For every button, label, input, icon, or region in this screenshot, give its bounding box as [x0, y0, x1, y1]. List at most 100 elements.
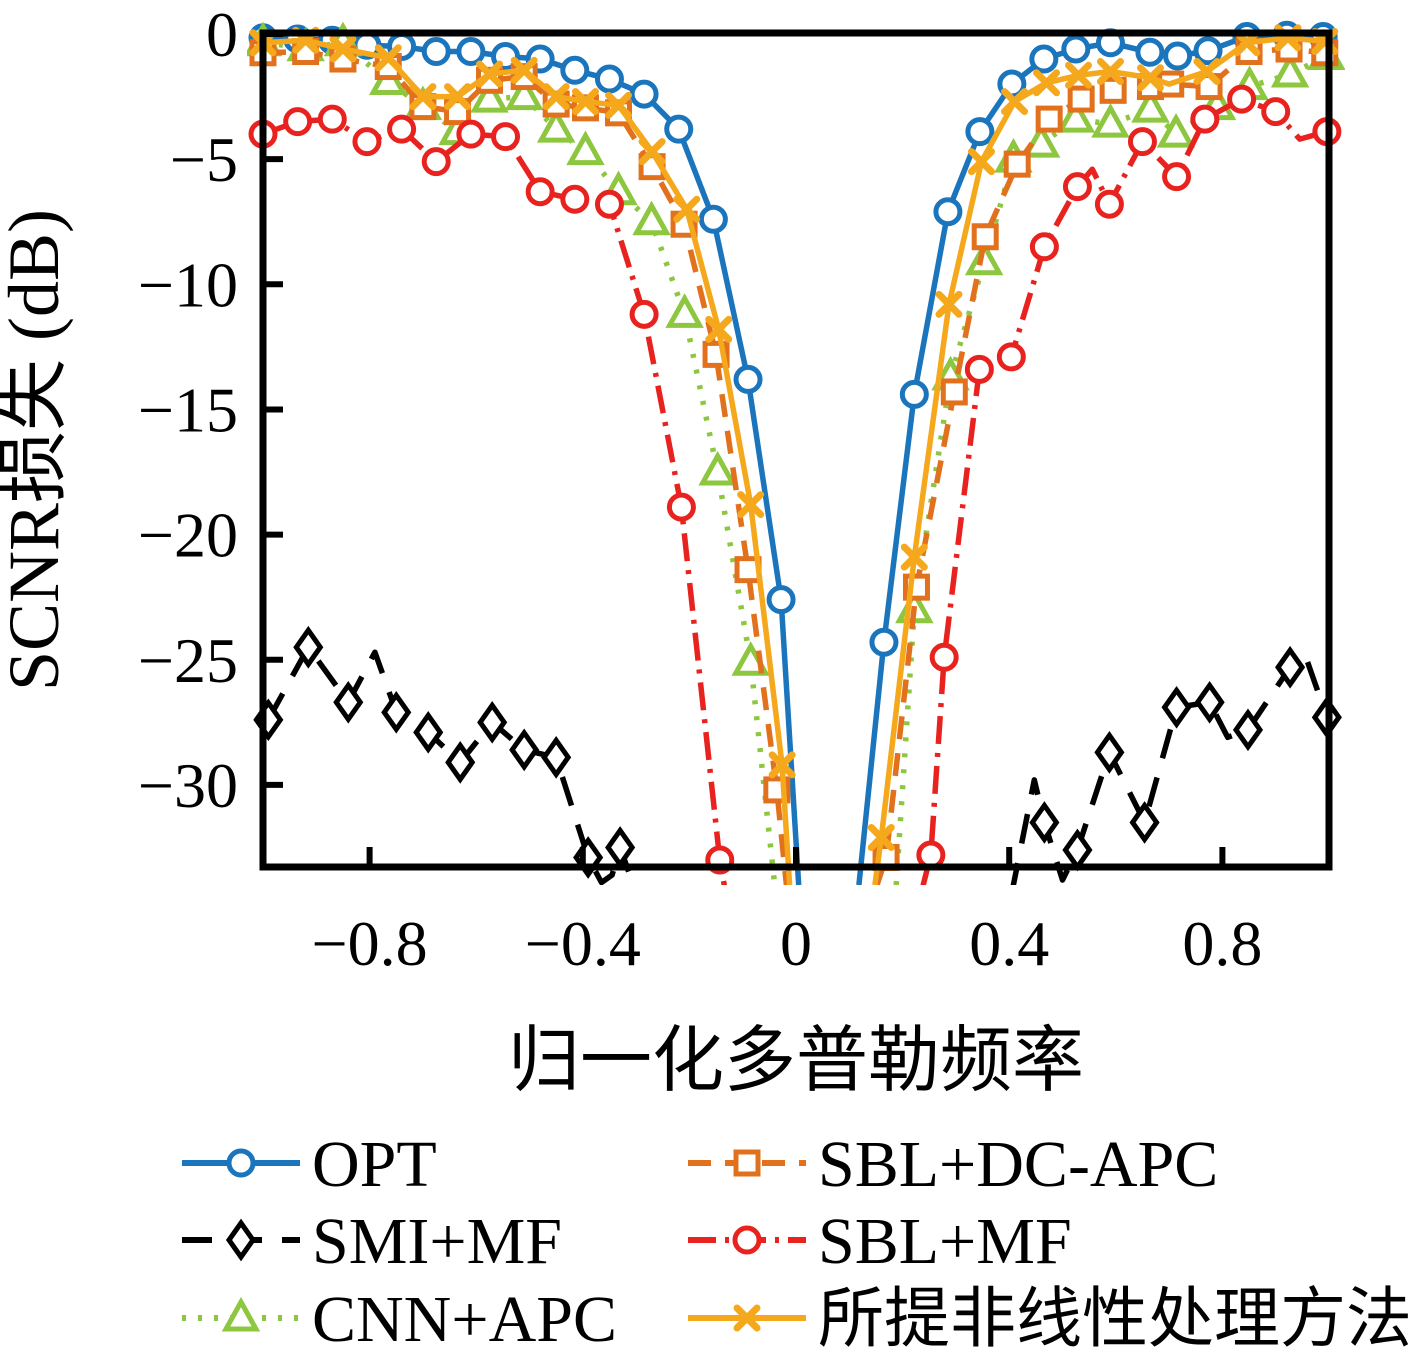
- marker-circle: [1029, 44, 1059, 74]
- marker-triangle: [470, 77, 509, 113]
- marker-circle: [964, 354, 994, 384]
- marker-diamond: [381, 690, 412, 734]
- marker-circle: [283, 107, 313, 137]
- marker-diamond: [1161, 685, 1192, 729]
- marker-circle: [491, 122, 521, 152]
- marker-diamond: [1232, 708, 1264, 752]
- series-line-SMI+MF: [1010, 651, 1330, 885]
- marker-circle: [1193, 36, 1223, 66]
- marker-circle: [916, 840, 946, 870]
- legend-label: CNN+APC: [312, 1283, 617, 1353]
- y-tick-label: −5: [170, 124, 238, 195]
- marker-x: [967, 148, 995, 176]
- marker-x: [374, 44, 402, 72]
- marker-x: [444, 83, 472, 111]
- marker-triangle: [221, 1296, 261, 1332]
- marker-square: [1003, 150, 1031, 178]
- marker-triangle: [1270, 52, 1310, 88]
- marker-x: [1193, 58, 1221, 86]
- marker-circle: [996, 342, 1026, 372]
- marker-circle: [1227, 84, 1257, 114]
- marker-triangle: [504, 75, 544, 111]
- marker-circle: [629, 299, 659, 329]
- marker-circle: [933, 197, 963, 227]
- marker-circle: [525, 177, 555, 207]
- marker-x: [409, 83, 437, 111]
- marker-square: [1099, 76, 1127, 104]
- marker-circle: [929, 642, 959, 672]
- marker-circle: [594, 64, 624, 94]
- marker-circle: [664, 114, 694, 144]
- y-axis-title: SCNR损失 (dB): [0, 209, 74, 691]
- marker-triangle: [1091, 102, 1130, 138]
- marker-triangle: [665, 293, 704, 328]
- marker-triangle: [1021, 122, 1061, 158]
- legend-label: 所提非线性处理方法: [818, 1283, 1412, 1353]
- marker-triangle: [698, 450, 737, 486]
- marker-diamond: [477, 700, 508, 744]
- marker-diamond: [413, 711, 444, 754]
- marker-diamond: [333, 680, 364, 724]
- y-tick-label: −20: [138, 500, 238, 571]
- marker-circle: [698, 204, 728, 234]
- marker-x: [542, 83, 570, 111]
- marker-square: [1067, 85, 1095, 113]
- marker-circle: [965, 117, 995, 147]
- y-tick-label: 0: [206, 0, 238, 70]
- marker-square: [733, 1149, 761, 1177]
- marker-circle: [594, 189, 624, 219]
- marker-x: [768, 751, 796, 779]
- x-axis-title: 归一化多普勒频率: [508, 1021, 1084, 1101]
- marker-circle: [1163, 41, 1193, 71]
- marker-circle: [226, 1148, 256, 1178]
- marker-circle: [421, 147, 451, 177]
- marker-x: [638, 138, 666, 166]
- marker-x: [1064, 61, 1092, 89]
- marker-x: [673, 195, 701, 223]
- marker-circle: [629, 79, 659, 109]
- marker-circle: [1190, 104, 1220, 134]
- marker-circle: [899, 379, 929, 409]
- marker-circle: [456, 37, 486, 67]
- marker-triangle: [566, 130, 605, 166]
- marker-circle: [1061, 34, 1091, 64]
- marker-diamond: [1094, 731, 1125, 774]
- marker-circle: [733, 364, 763, 394]
- marker-diamond: [541, 736, 572, 779]
- marker-circle: [560, 184, 590, 214]
- legend-label: OPT: [312, 1128, 437, 1201]
- marker-circle: [1261, 97, 1291, 127]
- marker-triangle: [1056, 97, 1096, 133]
- marker-circle: [1029, 232, 1059, 262]
- marker-x: [571, 88, 599, 116]
- marker-x: [705, 315, 733, 343]
- x-tick-label: −0.8: [312, 908, 428, 979]
- marker-x: [329, 35, 357, 63]
- legend-label: SBL+MF: [818, 1205, 1072, 1278]
- x-tick-label: 0: [780, 908, 812, 979]
- marker-diamond: [1129, 801, 1160, 844]
- marker-x: [1001, 88, 1029, 116]
- y-tick-label: −10: [138, 249, 238, 320]
- marker-triangle: [964, 240, 1004, 276]
- y-tick-label: −30: [138, 750, 238, 821]
- marker-circle: [421, 37, 451, 67]
- series-line-SBL+MF: [920, 96, 1328, 885]
- marker-x: [867, 823, 895, 851]
- marker-circle: [456, 119, 486, 149]
- marker-diamond: [1275, 645, 1306, 689]
- marker-triangle: [536, 107, 576, 143]
- marker-circle: [666, 492, 696, 522]
- legend-label: SBL+DC-APC: [818, 1128, 1218, 1201]
- marker-x: [935, 290, 963, 318]
- series-line-CNN+APC: [893, 54, 1328, 885]
- marker-triangle: [1131, 87, 1170, 123]
- marker-diamond: [509, 728, 540, 772]
- marker-square: [1035, 105, 1063, 133]
- marker-x: [1033, 69, 1061, 97]
- marker-triangle: [632, 200, 671, 236]
- marker-circle: [387, 114, 417, 144]
- marker-x: [476, 60, 504, 88]
